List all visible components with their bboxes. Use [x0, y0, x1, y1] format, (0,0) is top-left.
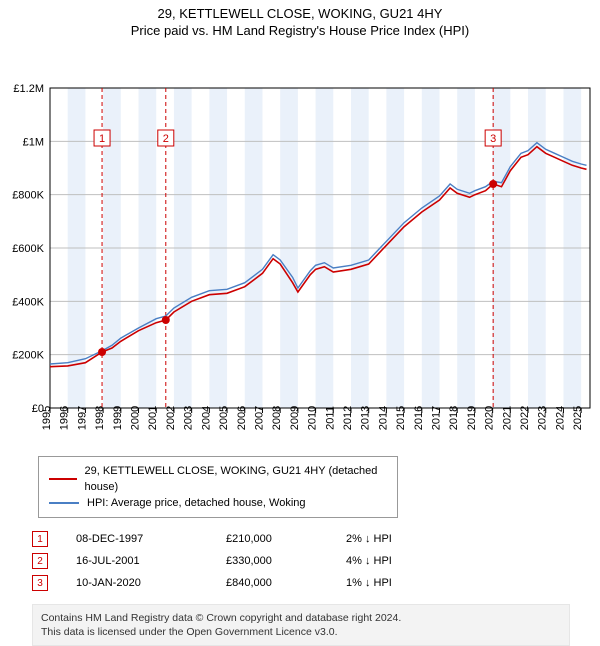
x-tick-label: 2021 — [501, 406, 513, 430]
event-row-marker: 2 — [32, 553, 48, 569]
y-tick-label: £1M — [23, 136, 44, 148]
event-row-hpi: 2% ↓ HPI — [346, 533, 466, 545]
figure-root: 29, KETTLEWELL CLOSE, WOKING, GU21 4HY P… — [0, 0, 600, 646]
event-row-marker: 3 — [32, 575, 48, 591]
x-tick-label: 2000 — [130, 406, 142, 430]
x-tick-label: 2022 — [519, 406, 531, 430]
event-row: 1 08-DEC-1997£210,0002% ↓ HPI — [32, 528, 600, 550]
event-row-price: £210,000 — [226, 533, 346, 545]
x-tick-label: 1996 — [59, 406, 71, 430]
x-tick-label: 2009 — [289, 406, 301, 430]
x-tick-label: 2024 — [554, 406, 566, 430]
event-row: 2 16-JUL-2001£330,0004% ↓ HPI — [32, 550, 600, 572]
footnote: Contains HM Land Registry data © Crown c… — [32, 604, 570, 646]
x-tick-label: 2013 — [360, 406, 372, 430]
x-tick-label: 2020 — [484, 406, 496, 430]
event-marker-number: 3 — [490, 133, 496, 145]
event-row-price: £840,000 — [226, 577, 346, 589]
x-tick-label: 1997 — [76, 406, 88, 430]
event-marker-dot — [162, 316, 170, 324]
chart-svg: £0£200K£400K£600K£800K£1M£1.2M1995199619… — [0, 38, 600, 448]
x-tick-label: 2016 — [413, 406, 425, 430]
chart-area: £0£200K£400K£600K£800K£1M£1.2M1995199619… — [0, 38, 600, 448]
legend-label: HPI: Average price, detached house, Woki… — [87, 495, 306, 511]
legend-swatch — [49, 502, 79, 504]
footnote-line-2: This data is licensed under the Open Gov… — [41, 626, 338, 638]
x-tick-label: 2023 — [537, 406, 549, 430]
x-tick-label: 2003 — [183, 406, 195, 430]
title-line-1: 29, KETTLEWELL CLOSE, WOKING, GU21 4HY — [0, 6, 600, 21]
y-tick-label: £200K — [12, 350, 44, 362]
event-marker-number: 1 — [99, 133, 105, 145]
x-tick-label: 2012 — [342, 406, 354, 430]
title-line-2: Price paid vs. HM Land Registry's House … — [0, 23, 600, 38]
x-tick-label: 2004 — [200, 406, 212, 430]
x-tick-label: 2018 — [448, 406, 460, 430]
x-tick-label: 2001 — [147, 406, 159, 430]
event-row-date: 16-JUL-2001 — [76, 555, 226, 567]
y-tick-label: £1.2M — [13, 83, 44, 95]
event-row: 3 10-JAN-2020£840,0001% ↓ HPI — [32, 572, 600, 594]
x-tick-label: 2019 — [466, 406, 478, 430]
x-tick-label: 1999 — [112, 406, 124, 430]
x-tick-label: 2017 — [431, 406, 443, 430]
x-tick-label: 2025 — [572, 406, 584, 430]
event-row-hpi: 1% ↓ HPI — [346, 577, 466, 589]
event-marker-dot — [489, 180, 497, 188]
y-tick-label: £800K — [12, 190, 44, 202]
y-tick-label: £600K — [12, 243, 44, 255]
title-block: 29, KETTLEWELL CLOSE, WOKING, GU21 4HY P… — [0, 0, 600, 38]
x-tick-label: 2008 — [271, 406, 283, 430]
x-tick-label: 2014 — [377, 406, 389, 430]
events-table: 1 08-DEC-1997£210,0002% ↓ HPI 2 16-JUL-2001… — [32, 528, 600, 594]
x-tick-label: 2006 — [236, 406, 248, 430]
x-tick-label: 2011 — [324, 406, 336, 430]
x-tick-label: 1998 — [94, 406, 106, 430]
x-tick-label: 2015 — [395, 406, 407, 430]
x-tick-label: 2010 — [307, 406, 319, 430]
footnote-line-1: Contains HM Land Registry data © Crown c… — [41, 612, 401, 624]
legend: 29, KETTLEWELL CLOSE, WOKING, GU21 4HY (… — [38, 456, 398, 518]
x-tick-label: 2005 — [218, 406, 230, 430]
event-row-hpi: 4% ↓ HPI — [346, 555, 466, 567]
legend-row: HPI: Average price, detached house, Woki… — [49, 495, 387, 511]
event-row-price: £330,000 — [226, 555, 346, 567]
x-tick-label: 2007 — [253, 406, 265, 430]
x-tick-label: 2002 — [165, 406, 177, 430]
y-tick-label: £400K — [12, 296, 44, 308]
legend-label: 29, KETTLEWELL CLOSE, WOKING, GU21 4HY (… — [85, 463, 387, 495]
event-marker-dot — [98, 348, 106, 356]
event-marker-number: 2 — [163, 133, 169, 145]
x-tick-label: 1995 — [41, 406, 53, 430]
event-row-date: 10-JAN-2020 — [76, 577, 226, 589]
legend-row: 29, KETTLEWELL CLOSE, WOKING, GU21 4HY (… — [49, 463, 387, 495]
event-row-marker: 1 — [32, 531, 48, 547]
event-row-date: 08-DEC-1997 — [76, 533, 226, 545]
legend-swatch — [49, 478, 77, 480]
